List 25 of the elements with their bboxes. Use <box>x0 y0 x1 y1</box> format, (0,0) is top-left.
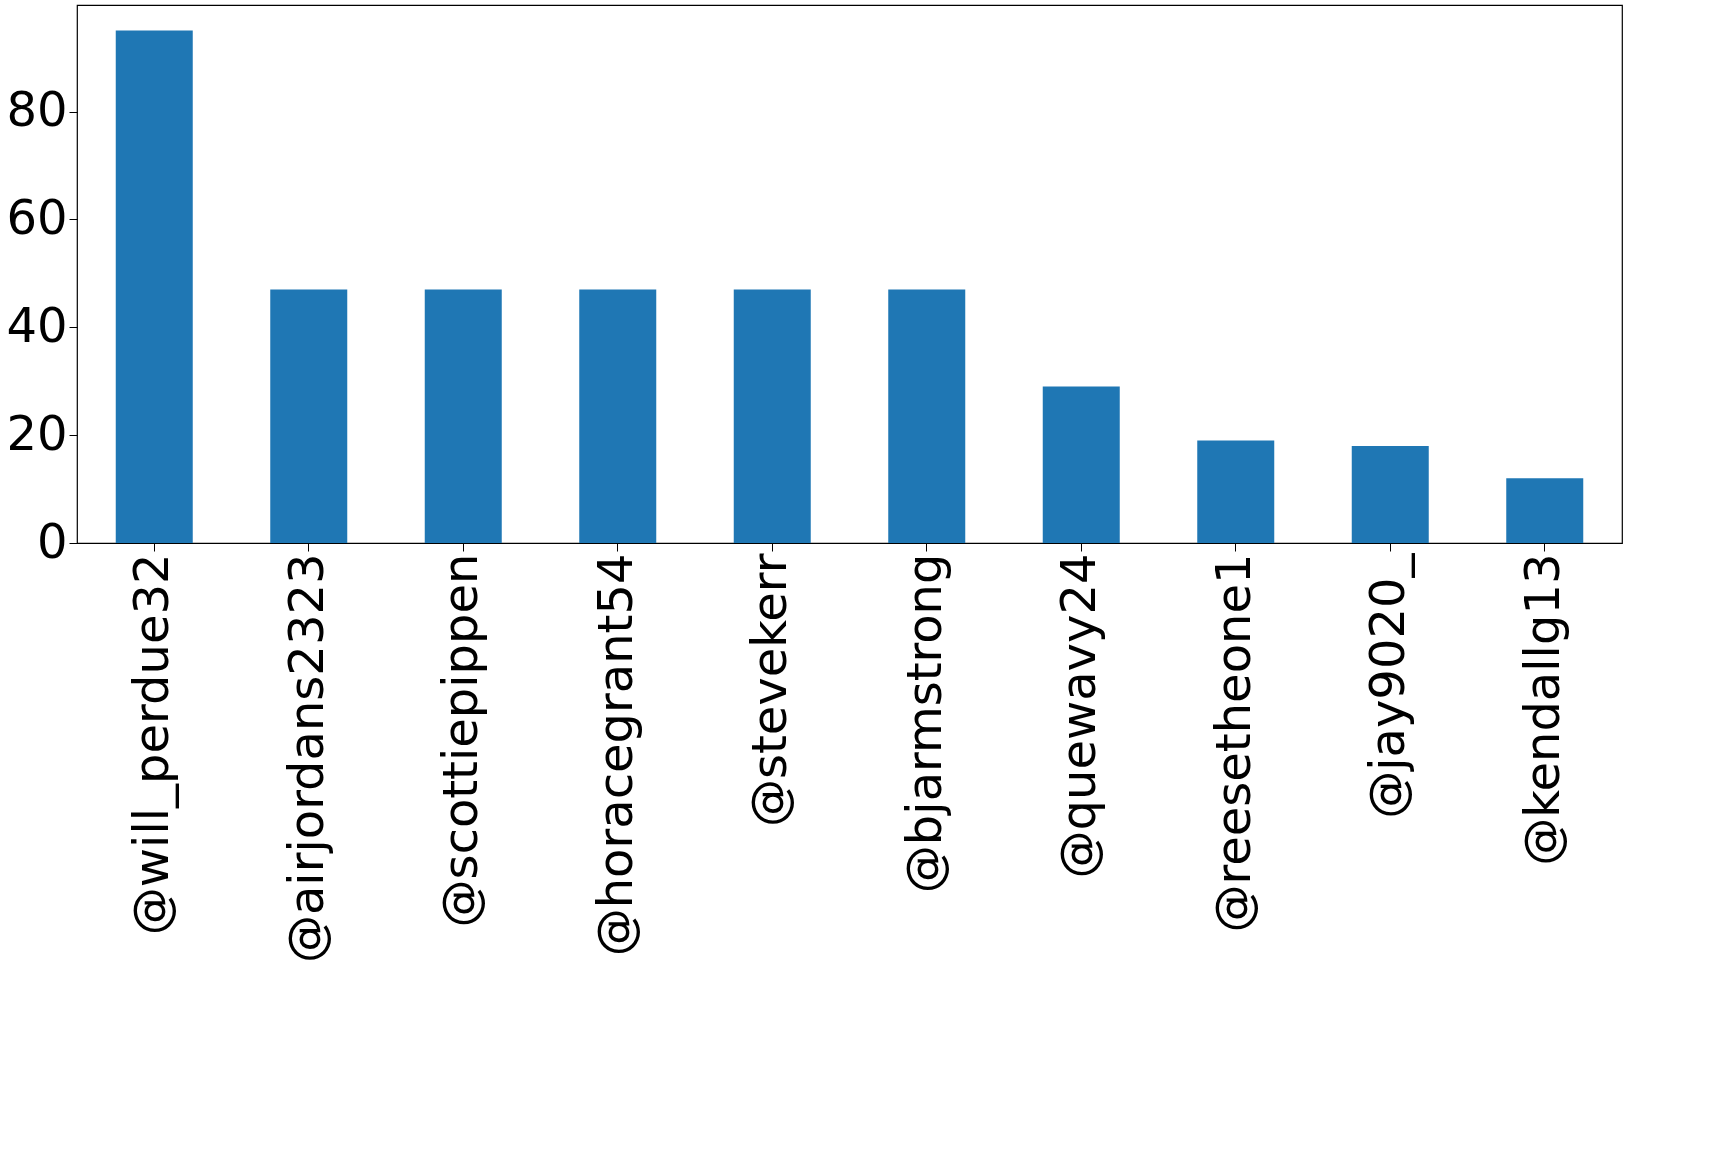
bar <box>888 289 966 543</box>
bar <box>733 289 811 543</box>
x-tick-label: @reesetheone1 <box>1204 553 1261 933</box>
bar <box>1042 386 1120 543</box>
bar <box>115 30 193 543</box>
x-tick-label: @kendallg13 <box>1513 553 1570 866</box>
y-tick-label: 40 <box>6 296 68 353</box>
x-tick-label: @bjarmstrong <box>895 553 952 894</box>
x-tick-label: @quewavy24 <box>1050 553 1107 879</box>
bar <box>579 289 657 543</box>
y-tick-label: 60 <box>6 188 68 245</box>
bar <box>270 289 348 543</box>
bar <box>1506 478 1584 543</box>
x-tick-label: @airjordans2323 <box>277 553 334 964</box>
bar <box>424 289 502 543</box>
x-tick-label: @will_perdue32 <box>123 553 180 936</box>
bar <box>1197 440 1275 543</box>
x-tick-label: @stevekerr <box>741 553 798 828</box>
y-tick-label: 80 <box>6 81 68 138</box>
y-tick-label: 0 <box>36 512 68 569</box>
x-tick-label: @scottiepippen <box>432 553 489 928</box>
bar <box>1351 445 1429 543</box>
x-tick-label: @horacegrant54 <box>586 553 643 957</box>
x-tick-label: @jay9020_ <box>1359 552 1416 819</box>
y-tick-label: 20 <box>6 404 68 461</box>
